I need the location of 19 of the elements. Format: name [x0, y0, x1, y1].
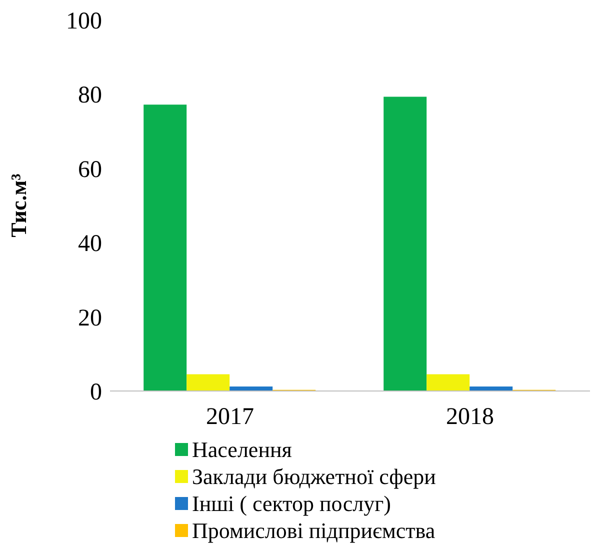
legend-label: Інші ( сектор послуг) [192, 490, 391, 517]
y-axis-title: Тис.м³ [6, 173, 31, 238]
y-tick-label: 100 [66, 8, 102, 35]
x-tick-label: 2017 [206, 404, 254, 430]
bar [470, 386, 513, 391]
legend-label: Заклади бюджетної сфери [192, 463, 436, 490]
y-tick-label: 40 [78, 231, 102, 258]
legend-label: Промислові підприємства [192, 517, 436, 544]
y-tick-label: 80 [78, 82, 102, 109]
y-tick-label: 20 [78, 305, 102, 332]
bar [186, 374, 230, 391]
bar [230, 386, 273, 391]
bar [144, 104, 187, 391]
bar [426, 374, 470, 391]
y-tick-label: 0 [90, 380, 102, 406]
bar [384, 96, 427, 391]
legend-label: Населення [192, 436, 292, 463]
y-tick-label: 60 [78, 156, 102, 183]
x-tick-label: 2018 [446, 404, 494, 430]
